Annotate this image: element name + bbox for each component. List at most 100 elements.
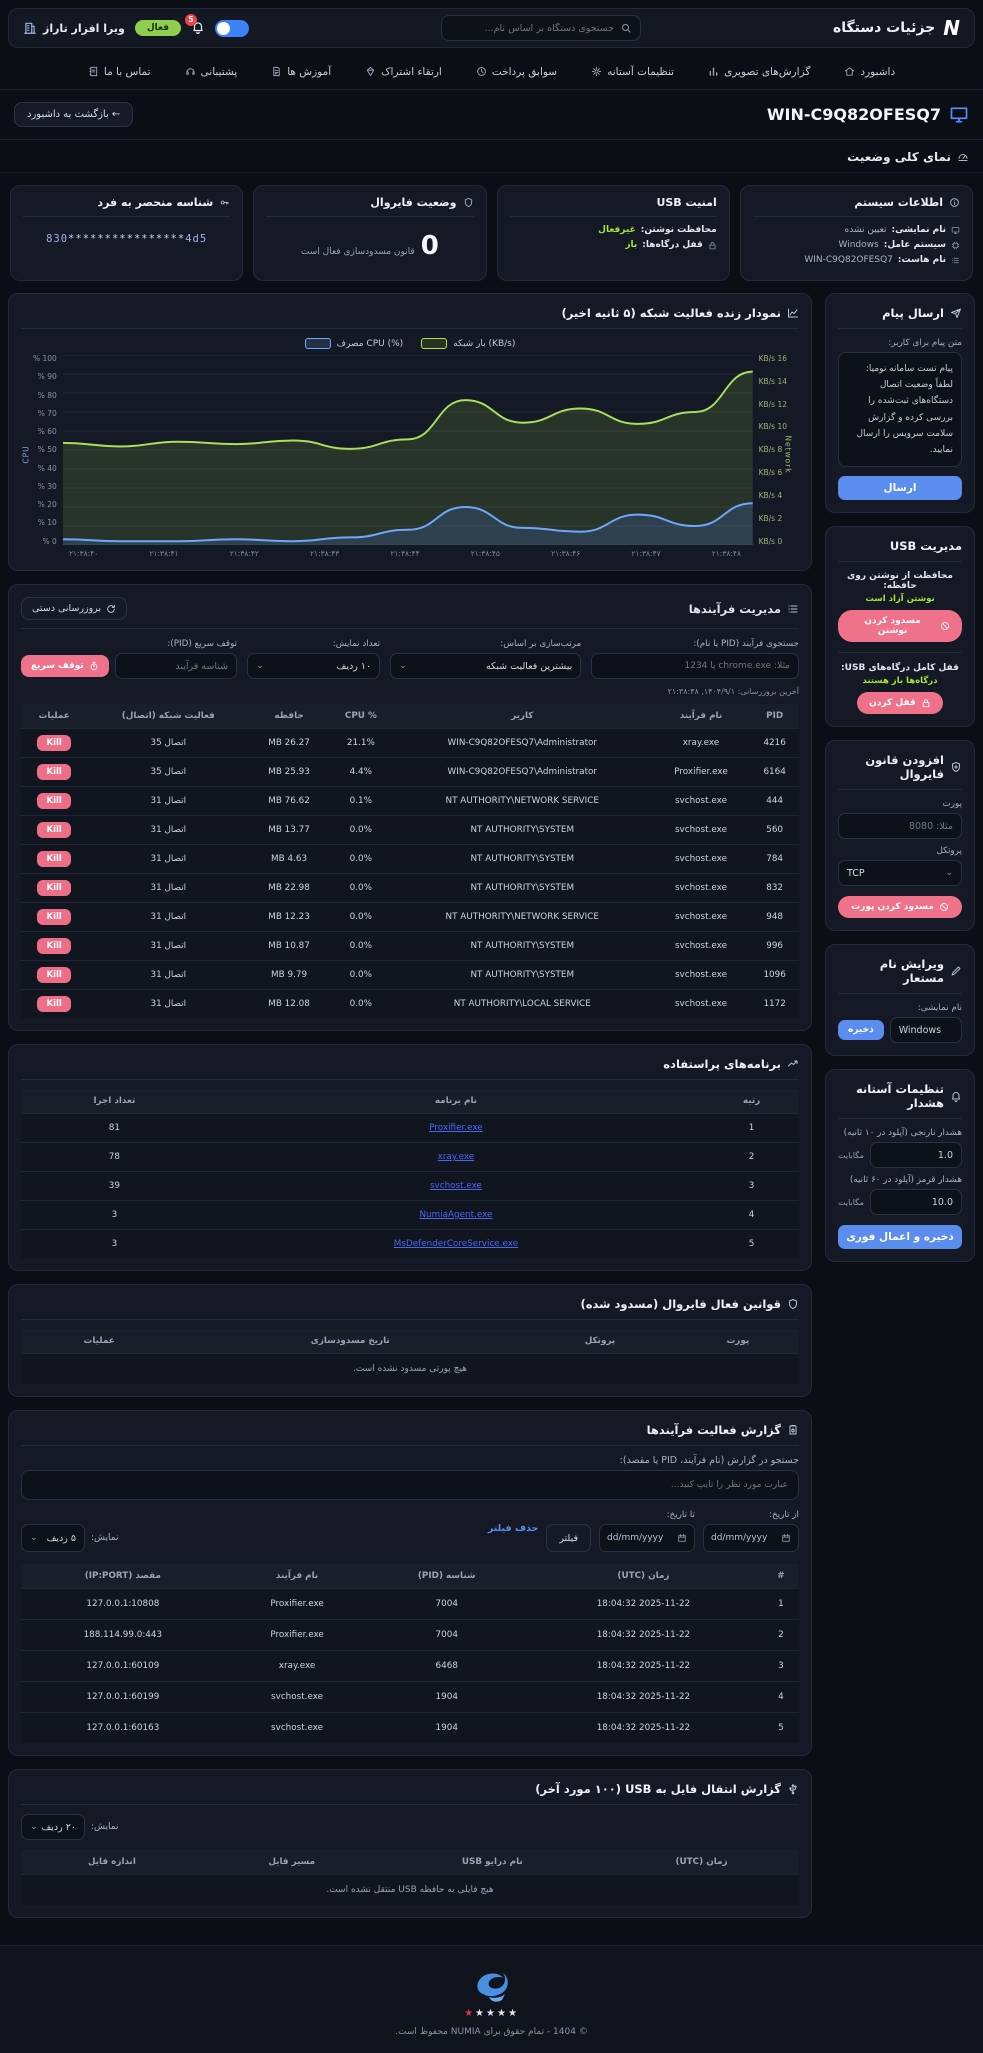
kill-button[interactable]: Kill <box>37 851 71 867</box>
chart-area: CPU % 100% 90% 80% 70% 60% 50% 40% 30% 2… <box>21 355 799 545</box>
chevron-down-icon: ⌄ <box>399 661 407 671</box>
activity-search-input[interactable]: عبارت مورد نظر را تایپ کنید... <box>21 1470 799 1500</box>
calendar-icon <box>677 1533 687 1543</box>
kill-button[interactable]: Kill <box>37 822 71 838</box>
alias-input[interactable]: Windows <box>889 1017 962 1044</box>
chart-legend: مصرف CPU (%) بار شبکه (KB/s) <box>21 338 799 349</box>
message-label: متن پیام برای کاربر: <box>888 338 962 348</box>
manual-refresh-button[interactable]: بروزرسانی دستی <box>21 597 128 620</box>
network-legend-swatch <box>421 338 448 349</box>
page-footer: ★★★★★ © 1404 - تمام حقوق برای NUMIA محفو… <box>0 1945 983 2053</box>
kill-button[interactable]: Kill <box>37 735 71 751</box>
activity-row: 5 18:04:32 2025-11-22 1904 svchost.exe 127.0… <box>21 1712 799 1743</box>
threshold-save-button[interactable]: ذخیره و اعمال فوری <box>838 1225 962 1250</box>
process-table-header: نام فرآیند <box>651 704 751 729</box>
nav-item-clock[interactable]: سوابق پرداخت <box>476 66 557 78</box>
top-programs-card: برنامه‌های پراستفاده رتبه نام برنامه تعداد… <box>8 1044 812 1271</box>
chevron-down-icon: ⌄ <box>30 1533 38 1543</box>
chip-icon <box>951 241 960 250</box>
filter-button[interactable]: فیلتر <box>546 1524 591 1552</box>
sort-select[interactable]: بیشترین فعالیت شبکه ⌄ <box>390 653 582 679</box>
device-search-input[interactable] <box>449 22 614 34</box>
program-link[interactable]: NumiaAgent.exe <box>419 1210 493 1220</box>
bell-icon <box>950 1090 962 1102</box>
clock-icon <box>476 66 487 77</box>
kill-button[interactable]: Kill <box>37 764 71 780</box>
activity-row-count-select[interactable]: ۵ ردیف ⌄ <box>21 1524 85 1552</box>
nav-item-bar-chart[interactable]: گزارش‌های تصویری <box>708 66 810 78</box>
topbar-actions: 5 فعال ویرا افزار تاراز <box>23 13 250 38</box>
shield-icon <box>787 1298 799 1310</box>
programs-table-header: نام برنامه <box>207 1089 705 1114</box>
row-count-select[interactable]: ۱۰ ردیف ⌄ <box>247 653 381 679</box>
quick-kill-pid-input[interactable]: شناسه فرآیند <box>114 653 238 679</box>
notifications-button[interactable]: 5 <box>185 13 205 38</box>
port-input[interactable]: مثلا: 8080 <box>838 813 962 840</box>
nav-item-contact[interactable]: تماس با ما <box>88 66 151 78</box>
gear-icon <box>591 66 602 77</box>
kill-button[interactable]: Kill <box>37 996 71 1012</box>
activity-table-header: زمان (UTC) <box>524 1564 763 1589</box>
activity-row: 1 18:04:32 2025-11-22 7004 Proxifier.exe 127… <box>21 1588 799 1620</box>
process-row: 4216 xray.exe WIN-C9Q82OFESQ7\Administrato… <box>21 728 799 758</box>
quick-kill-button[interactable]: توقف سریع <box>21 655 109 677</box>
program-link[interactable]: svchost.exe <box>429 1181 482 1191</box>
monitor-icon <box>949 105 969 125</box>
block-write-button[interactable]: مسدود کردن نوشتن <box>838 610 962 643</box>
device-search[interactable] <box>440 15 641 41</box>
top-programs-table: رتبه نام برنامه تعداد اجرا 1 Proxifier.exe 8… <box>21 1089 799 1258</box>
program-link[interactable]: MsDefenderCoreService.exe <box>393 1239 519 1249</box>
kill-button[interactable]: Kill <box>37 880 71 896</box>
nav-item-gem[interactable]: ارتقاء اشتراک <box>365 66 442 78</box>
firewall-table-header: عملیات <box>21 1329 178 1354</box>
toggle-knob <box>217 21 231 35</box>
program-link[interactable]: Proxifier.exe <box>429 1123 483 1133</box>
headset-icon <box>185 66 196 77</box>
send-button[interactable]: ارسال <box>838 476 962 501</box>
right-sidebar: ارسال پیام متن پیام برای کاربر: پیام تست… <box>825 293 975 1931</box>
main-column: نمودار زنده فعالیت شبکه (۵ ثانیه اخیر) م… <box>8 293 812 1931</box>
nav-item-headset[interactable]: پشتیبانی <box>185 66 237 78</box>
info-icon <box>949 197 960 208</box>
pencil-icon <box>950 965 962 977</box>
status-badge: فعال <box>134 20 182 36</box>
alias-save-button[interactable]: ذخیره <box>838 1020 884 1041</box>
usb-icon <box>787 1783 799 1795</box>
kill-button[interactable]: Kill <box>37 909 71 925</box>
app-logo: N <box>943 16 960 40</box>
orange-threshold-input[interactable]: 1.0 <box>869 1142 962 1169</box>
activity-table: # زمان (UTC) شناسه (PID) نام فرآیند مقصد (IP… <box>21 1564 799 1743</box>
programs-table-header: تعداد اجرا <box>21 1089 208 1114</box>
gauge-icon <box>957 151 969 163</box>
ban-icon <box>940 621 950 631</box>
rating-stars: ★★★★★ <box>464 2008 519 2019</box>
protocol-select[interactable]: ⌄ TCP <box>838 860 962 887</box>
lock-ports-button[interactable]: قفل کردن <box>857 692 943 715</box>
lock-icon <box>921 698 931 708</box>
block-port-button[interactable]: مسدود کردن پورت <box>838 896 962 919</box>
right-axis-title: Network <box>783 435 793 474</box>
nav-item-gear[interactable]: تنظیمات آستانه <box>591 66 674 78</box>
process-search-input[interactable] <box>591 653 799 679</box>
numia-bird-logo <box>476 1973 508 2002</box>
top-bar: N جزئیات دستگاه 5 فعال ویرا افزار تاراز <box>8 8 975 48</box>
from-date-input[interactable]: dd/mm/yyyy <box>703 1524 799 1552</box>
usb-row-count-select[interactable]: ۲۰ ردیف ⌄ <box>21 1814 85 1840</box>
message-textarea[interactable]: پیام تست سامانه نومیا: لطفاً وضعیت اتصال… <box>838 352 962 468</box>
red-threshold-input[interactable]: 10.0 <box>869 1189 962 1216</box>
nav-item-home[interactable]: داشبورد <box>844 66 895 78</box>
process-row: 832 svchost.exe NT AUTHORITY\SYSTEM 0.0% MB … <box>21 873 799 903</box>
to-date-input[interactable]: dd/mm/yyyy <box>599 1524 695 1552</box>
process-table-header: عملیات <box>21 704 88 729</box>
kill-button[interactable]: Kill <box>37 967 71 983</box>
usb-report-card: گزارش انتقال فایل به USB (۱۰۰ مورد آخر) … <box>8 1769 812 1918</box>
refresh-icon <box>106 604 116 614</box>
back-to-dashboard-button[interactable]: ← بازگشت به داشبورد <box>14 102 134 127</box>
program-link[interactable]: xray.exe <box>437 1152 475 1162</box>
kill-button[interactable]: Kill <box>37 938 71 954</box>
kill-button[interactable]: Kill <box>37 793 71 809</box>
program-row: 3 svchost.exe 39 <box>21 1171 799 1201</box>
nav-item-document[interactable]: آموزش ها <box>271 66 331 78</box>
clear-filter-link[interactable]: حذف فیلتر <box>487 1522 539 1534</box>
theme-toggle[interactable] <box>215 19 250 37</box>
